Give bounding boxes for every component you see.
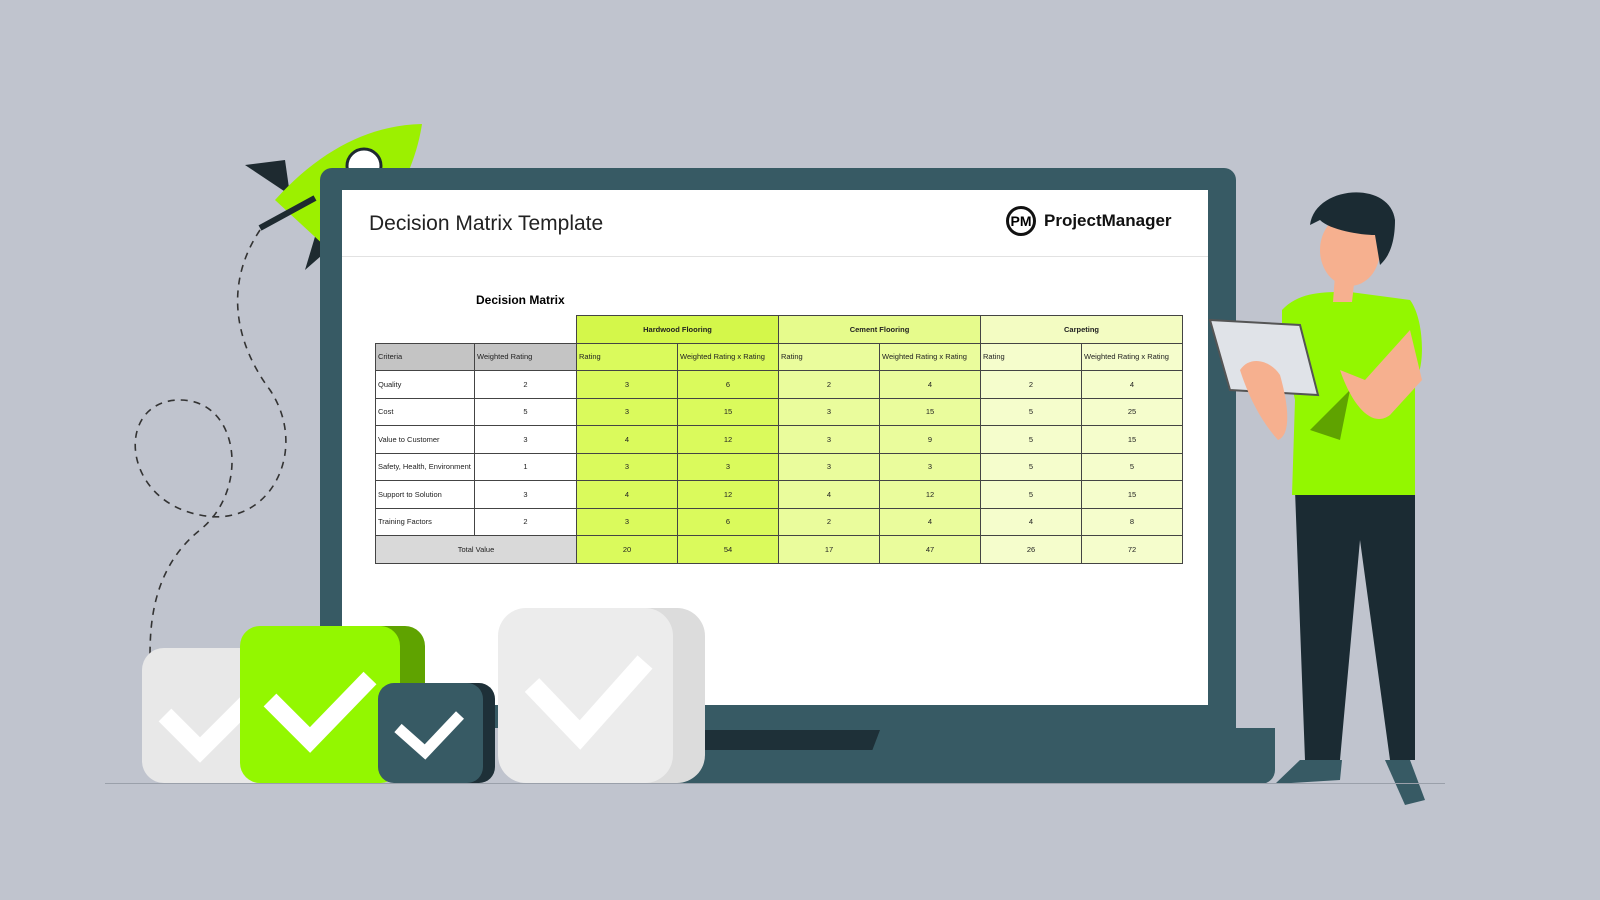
total-cell: 26: [980, 535, 1082, 564]
criteria-cell: Support to Solution: [375, 480, 475, 509]
criteria-cell: Safety, Health, Environment: [375, 452, 475, 481]
criteria-cell: Cost: [375, 397, 475, 426]
value-cell: 4: [980, 507, 1082, 536]
total-cell: 47: [879, 535, 981, 564]
value-cell: 3: [778, 452, 880, 481]
option-header-row: Hardwood Flooring Cement Flooring Carpet…: [376, 315, 1183, 344]
table-row: Cost 5 3 15 3 15 5 25: [375, 397, 1183, 426]
total-row: Total Value 20 54 17 47 26 72: [375, 535, 1183, 564]
total-cell: 20: [576, 535, 678, 564]
check-icon: [378, 683, 495, 783]
option-cement: Cement Flooring: [778, 315, 981, 344]
table-row: Quality 2 3 6 2 4 2 4: [375, 370, 1183, 399]
value-cell: 6: [677, 507, 779, 536]
laptop-notch: [690, 730, 880, 750]
value-cell: 8: [1081, 507, 1183, 536]
value-cell: 3: [879, 452, 981, 481]
header-product: Weighted Rating x Rating: [677, 342, 779, 371]
logo-mark: PM: [1006, 206, 1036, 236]
laptop-screen: Decision Matrix Template PM ProjectManag…: [342, 190, 1208, 705]
table-row: Training Factors 2 3 6 2 4 4 8: [375, 507, 1183, 536]
value-cell: 5: [980, 480, 1082, 509]
header-rating: Rating: [980, 342, 1082, 371]
total-cell: 17: [778, 535, 880, 564]
value-cell: 5: [980, 425, 1082, 454]
value-cell: 3: [576, 370, 678, 399]
value-cell: 2: [980, 370, 1082, 399]
table-row: Value to Customer 3 4 12 3 9 5 15: [375, 425, 1183, 454]
screen-header: Decision Matrix Template PM ProjectManag…: [342, 190, 1208, 257]
value-cell: 15: [879, 397, 981, 426]
value-cell: 15: [1081, 480, 1183, 509]
header-rating: Rating: [778, 342, 880, 371]
weight-cell: 1: [474, 452, 577, 481]
value-cell: 12: [677, 480, 779, 509]
weight-cell: 2: [474, 370, 577, 399]
total-cell: 54: [677, 535, 779, 564]
value-cell: 15: [1081, 425, 1183, 454]
value-cell: 4: [576, 480, 678, 509]
weight-cell: 5: [474, 397, 577, 426]
ground-line: [105, 783, 1445, 784]
projectmanager-logo: PM ProjectManager: [1006, 206, 1172, 236]
value-cell: 5: [980, 397, 1082, 426]
header-product: Weighted Rating x Rating: [1081, 342, 1183, 371]
value-cell: 15: [677, 397, 779, 426]
value-cell: 12: [677, 425, 779, 454]
value-cell: 5: [1081, 452, 1183, 481]
header-product: Weighted Rating x Rating: [879, 342, 981, 371]
table-row: Safety, Health, Environment 1 3 3 3 3 5 5: [375, 452, 1183, 481]
column-header-row: Criteria Weighted Rating Rating Weighted…: [375, 342, 1183, 371]
value-cell: 4: [576, 425, 678, 454]
value-cell: 3: [576, 452, 678, 481]
matrix-title: Decision Matrix: [476, 293, 565, 307]
criteria-cell: Value to Customer: [375, 425, 475, 454]
weight-cell: 2: [474, 507, 577, 536]
value-cell: 25: [1081, 397, 1183, 426]
criteria-cell: Training Factors: [375, 507, 475, 536]
checkbox-illustrations: [142, 608, 705, 783]
header-criteria: Criteria: [375, 342, 475, 371]
weight-cell: 3: [474, 480, 577, 509]
value-cell: 5: [980, 452, 1082, 481]
value-cell: 4: [879, 370, 981, 399]
option-carpeting: Carpeting: [980, 315, 1183, 344]
total-label: Total Value: [375, 535, 577, 564]
table-row: Support to Solution 3 4 12 4 12 5 15: [375, 480, 1183, 509]
value-cell: 3: [778, 397, 880, 426]
value-cell: 4: [879, 507, 981, 536]
check-icon: [498, 608, 705, 783]
value-cell: 4: [1081, 370, 1183, 399]
person-illustration: [1208, 192, 1425, 805]
value-cell: 9: [879, 425, 981, 454]
logo-text: ProjectManager: [1044, 211, 1172, 230]
value-cell: 6: [677, 370, 779, 399]
weight-cell: 3: [474, 425, 577, 454]
option-hardwood: Hardwood Flooring: [576, 315, 779, 344]
header-rating: Rating: [576, 342, 678, 371]
decision-matrix-table: Hardwood Flooring Cement Flooring Carpet…: [375, 315, 1183, 564]
value-cell: 2: [778, 507, 880, 536]
value-cell: 2: [778, 370, 880, 399]
header-weighted: Weighted Rating: [474, 342, 577, 371]
value-cell: 3: [677, 452, 779, 481]
value-cell: 3: [576, 507, 678, 536]
value-cell: 12: [879, 480, 981, 509]
value-cell: 3: [576, 397, 678, 426]
total-cell: 72: [1081, 535, 1183, 564]
criteria-cell: Quality: [375, 370, 475, 399]
page-title: Decision Matrix Template: [369, 212, 604, 235]
dashed-trail: [134, 229, 287, 661]
value-cell: 4: [778, 480, 880, 509]
value-cell: 3: [778, 425, 880, 454]
